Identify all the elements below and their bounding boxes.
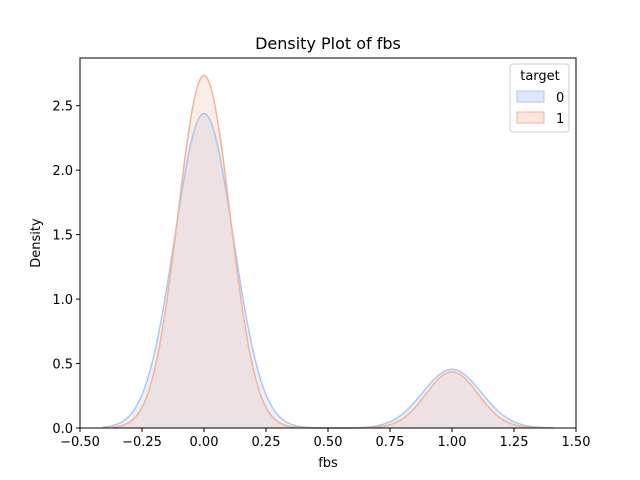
y-tick-label: 2.5 xyxy=(52,100,73,115)
x-tick-label: 1.25 xyxy=(500,435,529,450)
plot-fills xyxy=(102,75,554,429)
x-tick-label: 1.50 xyxy=(562,435,591,450)
x-tick-label: 0.00 xyxy=(190,435,219,450)
y-tick-label: 0.5 xyxy=(52,358,73,373)
density-area-0 xyxy=(102,113,554,428)
x-tick-label: −0.50 xyxy=(60,435,100,450)
x-tick-label: −0.25 xyxy=(122,435,162,450)
legend-swatch-0 xyxy=(516,90,545,103)
y-axis: 0.0 0.5 1.0 1.5 2.0 2.5 xyxy=(52,100,80,437)
legend-swatch-1 xyxy=(516,111,545,124)
y-axis-label: Density xyxy=(29,218,44,268)
x-tick-label: 1.00 xyxy=(438,435,467,450)
chart-title: Density Plot of fbs xyxy=(255,34,401,53)
y-tick-label: 1.0 xyxy=(52,293,73,308)
x-tick-label: 0.75 xyxy=(376,435,405,450)
x-axis-label: fbs xyxy=(318,456,338,471)
density-area-1 xyxy=(112,75,544,429)
legend-label-0: 0 xyxy=(556,91,564,106)
y-tick-label: 1.5 xyxy=(52,229,73,244)
y-tick-label: 2.0 xyxy=(52,164,73,179)
x-axis: −0.50 −0.25 0.00 0.25 0.50 0.75 1.00 1.25 1.50 xyxy=(60,428,590,450)
y-tick-label: 0.0 xyxy=(52,422,73,437)
x-tick-label: 0.50 xyxy=(314,435,343,450)
x-tick-label: 0.25 xyxy=(252,435,281,450)
legend-title: target xyxy=(520,69,560,84)
legend: target 01 xyxy=(509,63,570,133)
legend-items: 01 xyxy=(516,90,564,127)
legend-label-1: 1 xyxy=(556,112,564,127)
